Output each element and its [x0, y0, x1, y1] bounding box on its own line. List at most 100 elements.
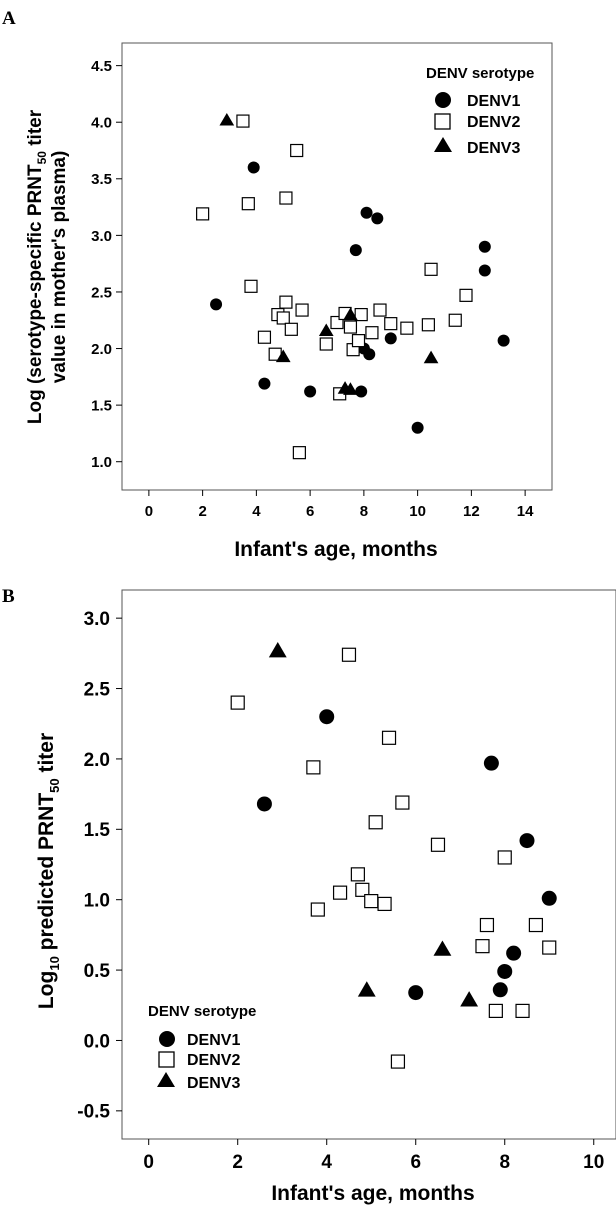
- panel-a-letter: A: [2, 8, 16, 29]
- panel-b-y-tick-label: 0.5: [84, 961, 111, 982]
- panel-a-y-tick-label: 4.5: [91, 58, 112, 75]
- panel-b-denv2-point: [497, 850, 512, 865]
- panel-a-y-tick-label: 3.0: [91, 228, 112, 245]
- panel-b-legend-denv2-label: DENV2: [187, 1052, 240, 1069]
- panel-a-denv2-point: [400, 321, 414, 335]
- panel-a-denv2-point: [373, 303, 387, 317]
- panel-a-ylabel-part2: titer: [25, 109, 46, 151]
- panel-a-denv2-point: [284, 322, 298, 336]
- panel-a-denv2-point: [244, 279, 258, 293]
- panel-b-y-tick-label: 2.0: [84, 750, 110, 771]
- panel-a-y-tick-label: 1.5: [91, 398, 112, 415]
- panel-a-denv2-point: [343, 320, 358, 334]
- panel-a-denv1-point: [247, 161, 260, 174]
- panel-b-y-tick-label: 3.0: [84, 609, 110, 630]
- panel-a-x-tick-label: 14: [517, 503, 534, 520]
- panel-a-plot-frame: [121, 42, 553, 491]
- panel-b-legend: DENV serotype DENV1 DENV2 DENV3: [148, 1003, 256, 1092]
- panel-b-y-tick-label: 2.5: [84, 679, 111, 700]
- panel-b-x-tick-label: 8: [499, 1152, 510, 1173]
- panel-b-denv1-point: [519, 833, 535, 849]
- panel-a-denv1-point: [349, 244, 362, 257]
- panel-b-x-tick-label: 6: [410, 1152, 421, 1173]
- panel-b-denv1-point: [541, 890, 557, 906]
- panel-b-ylabel-prefix: Log: [35, 971, 58, 1009]
- panel-b-y-tick-label: -0.5: [77, 1102, 110, 1123]
- panel-b-denv2-point: [364, 893, 379, 909]
- panel-a-denv1-point: [478, 264, 491, 277]
- panel-a-denv2-point: [196, 207, 210, 221]
- panel-b-denv2-point: [395, 795, 410, 810]
- panel-b-denv1-point: [483, 755, 499, 771]
- panel-b-denv2-point: [332, 885, 348, 900]
- panel-a-denv3-point: [318, 323, 334, 337]
- panel-b-x-tick-label: 4: [321, 1152, 332, 1173]
- panel-a-denv2-point: [257, 330, 272, 344]
- panel-b-ylabel-sub2: 50: [47, 778, 62, 792]
- panel-a-denv2-point: [295, 303, 309, 317]
- panel-b-denv1-point: [506, 945, 522, 961]
- panel-a-y-axis-title: Log (serotype-specific PRNT50 titer valu…: [25, 109, 70, 424]
- panel-a-denv1-point: [371, 212, 384, 225]
- panel-b-denv2-point: [381, 730, 397, 745]
- panel-b-y-tick-label: 0.0: [84, 1031, 110, 1052]
- panel-b-denv1-point: [492, 982, 508, 998]
- panel-b-denv3-point: [433, 940, 452, 956]
- panel-b-y-tick-label: 1.5: [84, 820, 111, 841]
- panel-b-ylabel-mid: predicted PRNT: [35, 793, 58, 957]
- panel-a-denv2-point: [292, 446, 306, 460]
- panel-b-denv2-point: [528, 917, 543, 933]
- panel-b-legend-title: DENV serotype: [148, 1003, 256, 1020]
- panel-b-denv2-point: [377, 896, 392, 912]
- panel-b-x-tick-label: 2: [232, 1152, 243, 1173]
- panel-b-denv3-point: [460, 991, 479, 1007]
- panel-a-denv3-point: [343, 382, 358, 395]
- panel-a-ylabel-part1: Log (serotype-specific PRNT: [25, 164, 46, 424]
- panel-a-x-tick-label: 0: [145, 503, 153, 520]
- panel-b-x-tick-label: 0: [143, 1152, 154, 1173]
- panel-a-x-axis-title: Infant's age, months: [234, 538, 437, 561]
- panel-b-ylabel-suffix: titer: [35, 733, 58, 779]
- panel-a-denv2-point: [459, 288, 473, 302]
- panel-b-x-axis-title: Infant's age, months: [271, 1182, 474, 1205]
- panel-a-legend-denv3-label: DENV3: [467, 140, 520, 157]
- panel-b-legend-denv3-label: DENV3: [187, 1075, 240, 1092]
- svg-text:Log (serotype-specific PRNT50: Log (serotype-specific PRNT50 titer: [25, 109, 49, 424]
- panel-b: B Log10 predicted PRNT50 titer Infant's …: [2, 586, 616, 1205]
- panel-a-denv1-point: [384, 332, 397, 345]
- panel-a-denv2-point: [354, 307, 368, 322]
- panel-a-denv1-point: [258, 377, 271, 390]
- panel-b-y-axis-title: Log10 predicted PRNT50 titer: [35, 733, 62, 1009]
- panel-a-y-tick-label: 2.5: [91, 284, 112, 301]
- panel-a-denv3-point: [423, 350, 439, 364]
- panel-b-denv2-point: [310, 902, 325, 917]
- panel-a-ylabel-sub: 50: [35, 151, 49, 165]
- panel-b-denv1-point: [497, 963, 513, 979]
- panel-b-denv2-point: [479, 917, 495, 933]
- panel-b-denv2-point: [230, 695, 245, 710]
- panel-a-denv2-point: [365, 326, 379, 340]
- panel-a-denv2-point: [319, 337, 333, 351]
- panel-b-denv2-point: [368, 815, 383, 830]
- panel-a-denv2-point: [236, 114, 250, 128]
- panel-a-y-tick-label: 2.0: [91, 341, 112, 358]
- panel-a-legend-denv3-marker: [434, 137, 452, 152]
- panel-a-denv2-point: [276, 311, 290, 325]
- panel-b-denv2-point: [488, 1003, 503, 1019]
- panel-a-denv1-point: [411, 421, 424, 434]
- panel-a-x-tick-label: 2: [198, 503, 206, 520]
- panel-b-denv2-point: [390, 1054, 406, 1069]
- panel-a: A Log (serotype-specific PRNT50 titer va…: [2, 8, 553, 561]
- svg-text:Log10 predicted PRNT50 titer: Log10 predicted PRNT50 titer: [35, 733, 62, 1009]
- panel-a-y-tick-label: 4.0: [91, 115, 112, 132]
- panel-a-legend-denv2-marker: [434, 113, 451, 130]
- panel-a-denv1-point: [363, 348, 376, 361]
- panel-a-denv3-point: [275, 349, 291, 363]
- panel-b-denv3-point: [357, 981, 376, 997]
- panel-b-denv2-point: [341, 647, 357, 662]
- panel-a-denv1-point: [355, 385, 368, 398]
- panel-a-legend-denv2-label: DENV2: [467, 114, 520, 131]
- panel-a-denv2-point: [424, 262, 438, 276]
- panel-a-denv2-point: [279, 295, 293, 309]
